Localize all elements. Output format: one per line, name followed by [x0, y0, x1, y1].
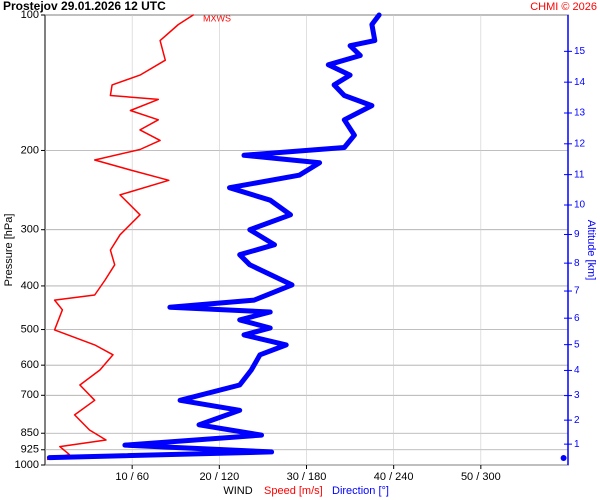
y-tick-label: 925	[21, 444, 39, 456]
y2-tick-label: 7	[574, 286, 580, 297]
y-tick-label: 300	[21, 224, 39, 236]
y-tick-label: 100	[21, 9, 39, 21]
x-tick-label: 50 / 300	[461, 471, 501, 483]
y-tick-label: 600	[21, 359, 39, 371]
y2-tick-label: 5	[574, 339, 580, 350]
source: CHMI © 2026	[530, 1, 597, 13]
x-tick-label: 20 / 120	[199, 471, 239, 483]
annotation: MXWS	[203, 13, 231, 23]
y2-tick-label: 10	[574, 200, 586, 211]
y2-tick-label: 6	[574, 313, 580, 324]
y-tick-label: 700	[21, 389, 39, 401]
y2-tick-label: 14	[574, 77, 586, 88]
y2-tick-label: 3	[574, 390, 580, 401]
y2-tick-label: 2	[574, 415, 580, 426]
y2-tick-label: 12	[574, 138, 586, 149]
y-axis-label: Pressure [hPa]	[3, 214, 15, 287]
profile-point	[560, 455, 567, 461]
y2-tick-label: 4	[574, 365, 580, 376]
x-tick-label: 30 / 180	[287, 471, 327, 483]
y-tick-label: 200	[21, 144, 39, 156]
chart-title: Prostejov 29.01.2026 12 UTC	[3, 0, 166, 13]
y2-tick-label: 1	[574, 439, 580, 450]
direction-line	[46, 12, 382, 461]
legend-speed: Speed [m/s]	[264, 485, 323, 497]
y-tick-label: 500	[21, 323, 39, 335]
y2-tick-label: 15	[574, 46, 586, 57]
y2-tick-label: 11	[574, 169, 585, 180]
y2-tick-label: 9	[574, 229, 580, 240]
x-tick-label: 40 / 240	[374, 471, 414, 483]
y2-axis-label: Altitude [km]	[585, 220, 597, 281]
speed-line	[46, 14, 194, 461]
y-tick-label: 1000	[15, 459, 39, 471]
y2-tick-label: 8	[574, 258, 580, 269]
y2-tick-label: 13	[574, 108, 586, 119]
x-tick-label: 10 / 60	[115, 471, 149, 483]
y-tick-label: 850	[21, 427, 39, 439]
x-axis-label: WIND	[223, 485, 252, 497]
legend-direction: Direction [°]	[332, 485, 389, 497]
y-tick-label: 400	[21, 280, 39, 292]
